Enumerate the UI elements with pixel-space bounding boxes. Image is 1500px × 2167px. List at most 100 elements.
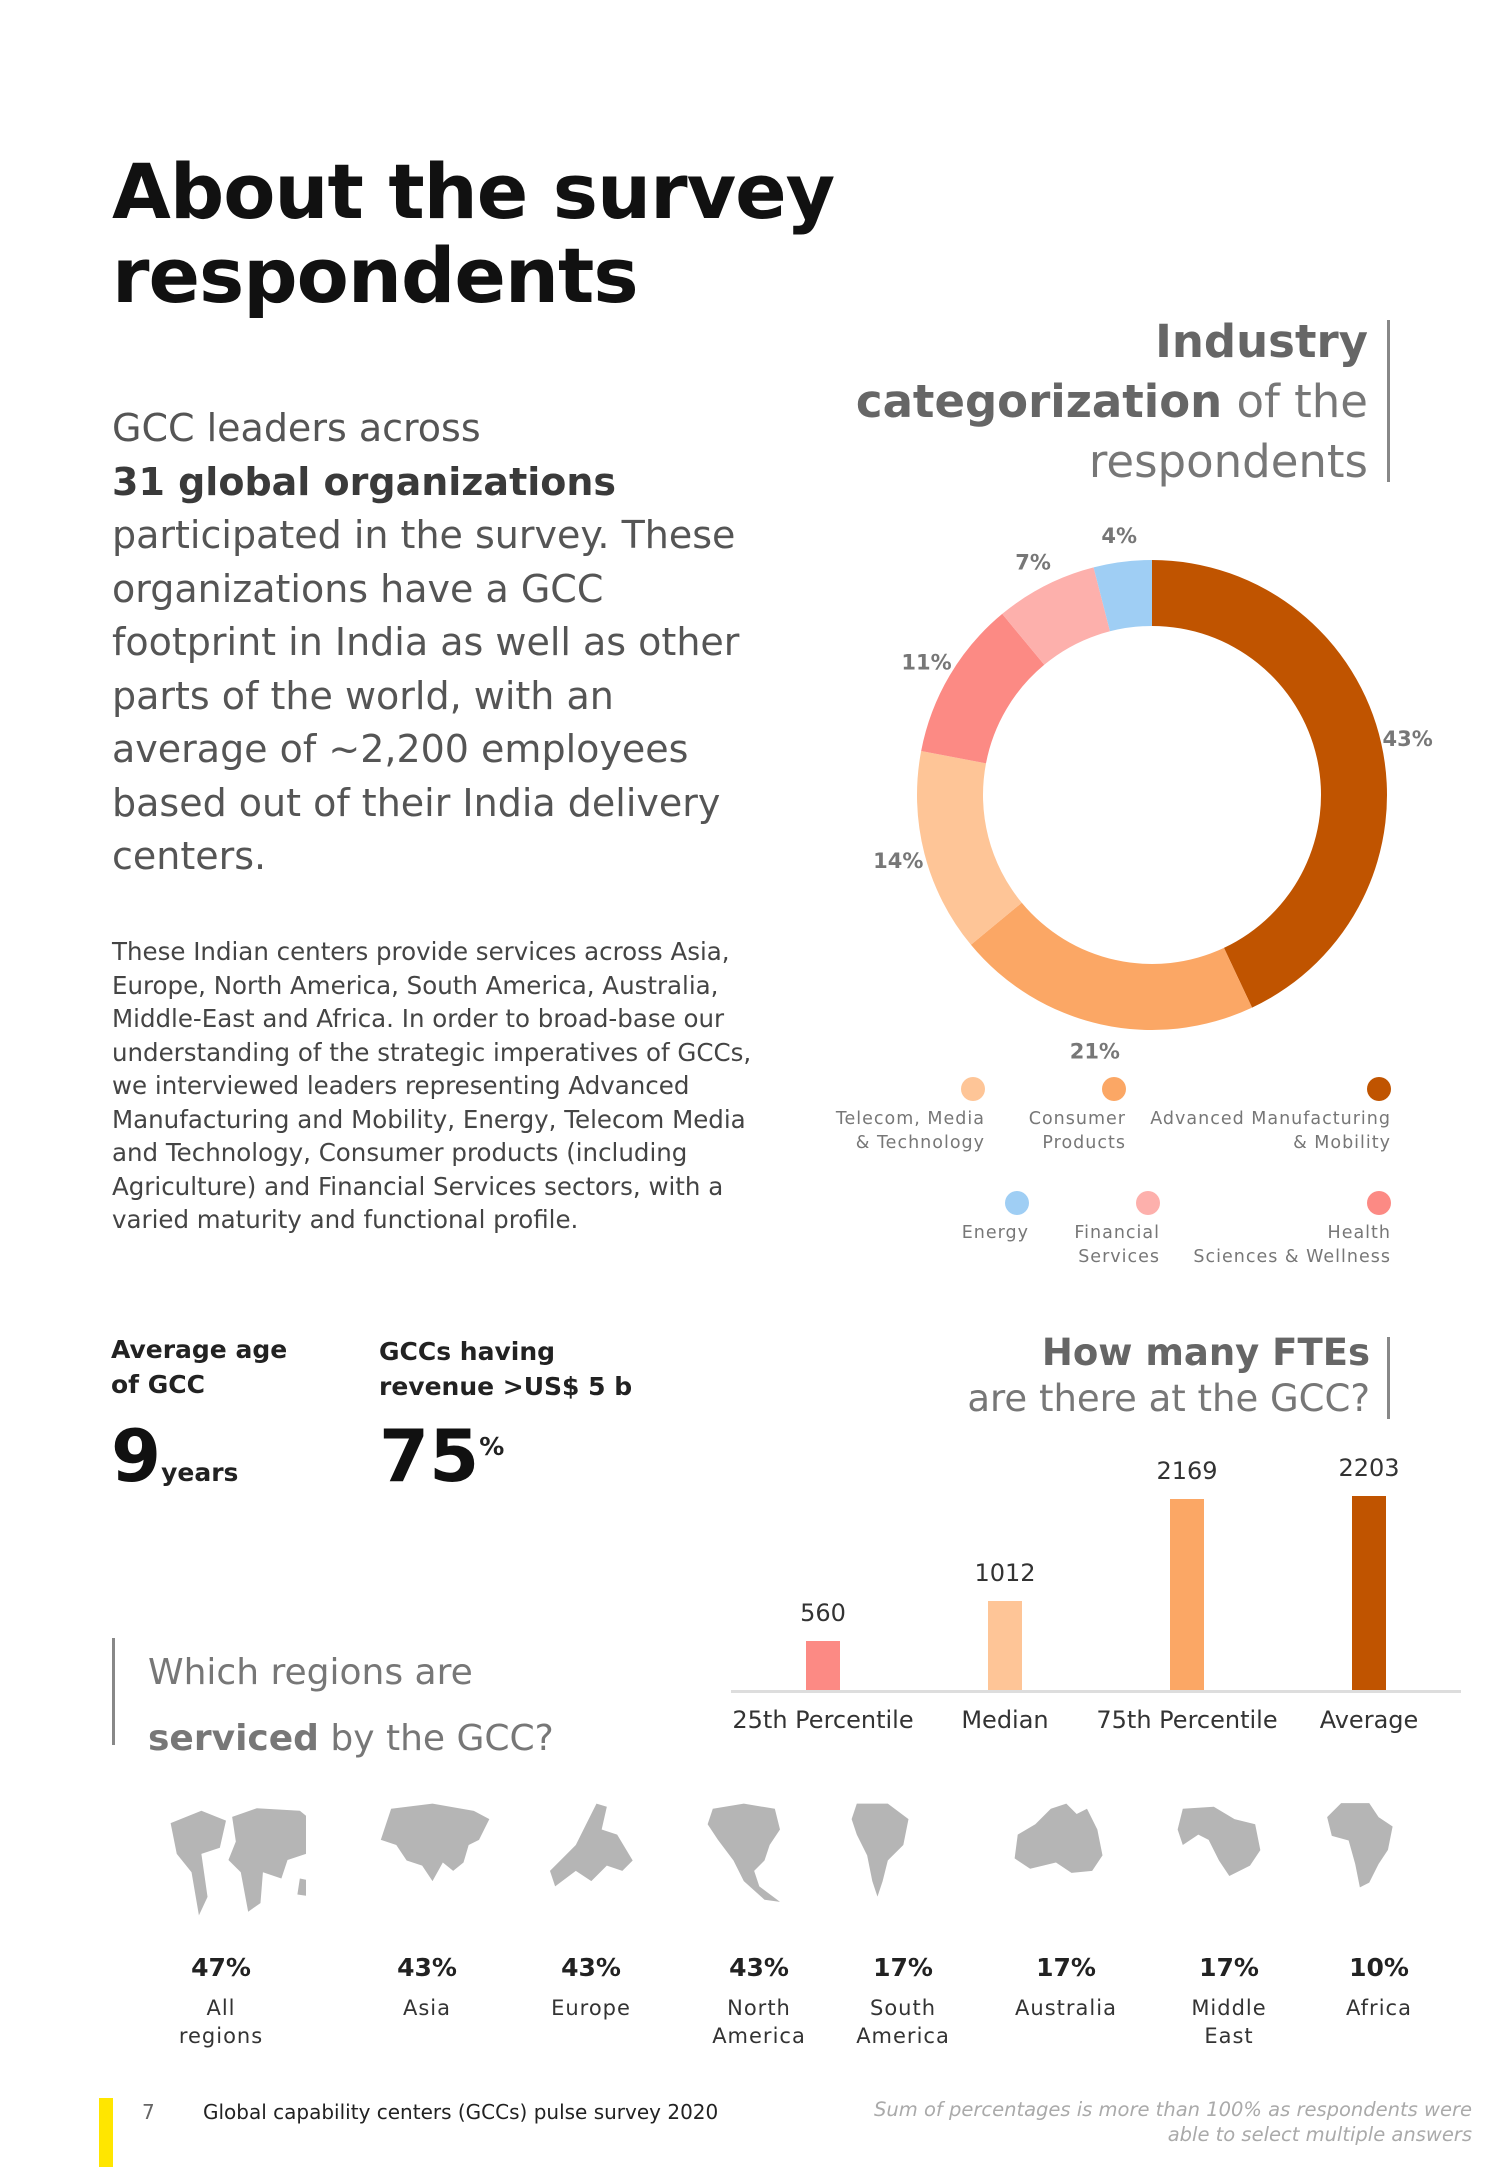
- legend-label-line: Products: [1042, 1133, 1126, 1153]
- region-item: 47% All regions: [146, 1795, 306, 2050]
- stat-label: of GCC: [111, 1370, 205, 1399]
- stat-unit: %: [479, 1432, 505, 1461]
- regions-heading: Which regions are serviced by the GCC?: [148, 1640, 554, 1772]
- intro-paragraph: GCC leaders across 31 global organizatio…: [112, 402, 752, 884]
- region-name: Middle East: [1154, 1994, 1304, 2050]
- body-paragraph: These Indian centers provide services ac…: [112, 937, 752, 1234]
- bar: [988, 1601, 1022, 1691]
- north-america-map-icon: [707, 1803, 780, 1902]
- bar-value-label: 1012: [974, 1559, 1036, 1588]
- stat-label: GCCs having: [379, 1337, 556, 1366]
- donut-slice-label: 7%: [1015, 551, 1051, 575]
- legend-label: Telecom, Media & Technology: [836, 1107, 985, 1155]
- average-age-stat: Average age of GCC 9years: [111, 1332, 287, 1492]
- heading-bold: How many FTEs: [1041, 1331, 1370, 1374]
- region-name-line: Australia: [1015, 1996, 1117, 2020]
- legend-dot: [1367, 1191, 1391, 1215]
- footnote-line: Sum of percentages is more than 100% as …: [874, 2098, 1472, 2121]
- title-line: respondents: [112, 231, 639, 320]
- region-percent: 17%: [873, 1953, 933, 1982]
- bar-category-label: 25th Percentile: [732, 1706, 914, 1734]
- region-item: 43% North America: [684, 1795, 834, 2050]
- industry-heading: Industry categorization of the responden…: [668, 312, 1368, 492]
- heading-text: are there at the GCC?: [967, 1377, 1370, 1420]
- heading-bold: categorization: [855, 375, 1223, 428]
- revenue-stat: GCCs having revenue >US$ 5 b 75%: [379, 1334, 632, 1492]
- legend-dot: [1102, 1077, 1126, 1101]
- stat-value: 9: [111, 1414, 162, 1498]
- donut-slice: [921, 613, 1045, 764]
- region-percent: 43%: [729, 1953, 789, 1982]
- region-percent: 17%: [1036, 1953, 1096, 1982]
- heading-divider: [1387, 320, 1390, 482]
- stat-label: Average age: [111, 1335, 288, 1364]
- region-name: All regions: [146, 1994, 296, 2050]
- donut-slice: [1152, 560, 1387, 1008]
- heading-bold: serviced: [148, 1718, 319, 1759]
- region-name: South America: [828, 1994, 978, 2050]
- region-name-line: America: [856, 2024, 950, 2048]
- heading-text: of the: [1222, 375, 1368, 428]
- region-percent: 43%: [397, 1953, 457, 1982]
- legend-dot: [1136, 1191, 1160, 1215]
- heading-divider: [112, 1638, 115, 1745]
- region-name: Africa: [1304, 1994, 1454, 2022]
- legend-label: Consumer Products: [1029, 1107, 1126, 1155]
- region-name-line: America: [712, 2024, 806, 2048]
- legend-label: Financial Services: [1074, 1221, 1160, 1269]
- legend-label-line: & Mobility: [1293, 1133, 1391, 1153]
- bar-value-label: 2203: [1338, 1454, 1400, 1482]
- bar: [1170, 1499, 1204, 1691]
- bar: [806, 1641, 840, 1691]
- region-name-line: South: [869, 1996, 937, 2020]
- legend-label-line: Sciences & Wellness: [1193, 1247, 1391, 1267]
- legend-dot: [961, 1077, 985, 1101]
- region-percent: 47%: [191, 1953, 251, 1982]
- stat-label: revenue >US$ 5 b: [379, 1372, 633, 1401]
- legend-label-line: Consumer: [1028, 1109, 1126, 1129]
- stat-unit: years: [161, 1458, 239, 1487]
- donut-slice-label: 43%: [1383, 727, 1433, 751]
- region-name-line: regions: [178, 2024, 264, 2048]
- donut-slice: [970, 902, 1253, 1030]
- bar-category-label: 75th Percentile: [1096, 1706, 1278, 1734]
- intro-text: participated in the survey. These organi…: [112, 513, 740, 878]
- region-name-line: North: [727, 1996, 791, 2020]
- fte-heading: How many FTEs are there at the GCC?: [770, 1330, 1370, 1422]
- legend-label-line: & Technology: [855, 1133, 985, 1153]
- region-name-line: Asia: [402, 1996, 451, 2020]
- region-name: North America: [684, 1994, 834, 2050]
- donut-slice-label: 14%: [873, 849, 923, 873]
- intro-text: GCC leaders across: [112, 406, 481, 450]
- legend-label: Energy: [962, 1221, 1029, 1245]
- region-percent: 43%: [561, 1953, 621, 1982]
- bar-value-label: 560: [800, 1599, 846, 1628]
- region-percent: 17%: [1199, 1953, 1259, 1982]
- africa-map-icon: [1327, 1803, 1393, 1888]
- region-name-line: All: [206, 1996, 236, 2020]
- world-map-icon: [170, 1808, 306, 1916]
- donut-slice-label: 21%: [1070, 1040, 1120, 1060]
- europe-map-icon: [549, 1803, 633, 1887]
- legend-label-line: Services: [1078, 1247, 1160, 1267]
- footnote: Sum of percentages is more than 100% as …: [874, 2097, 1472, 2147]
- middle-east-map-icon: [1177, 1806, 1261, 1876]
- bar: [1352, 1496, 1386, 1691]
- footer-title: Global capability centers (GCCs) pulse s…: [203, 2100, 719, 2124]
- industry-donut-chart: 43% 21% 14% 11% 7% 4%: [873, 524, 1433, 1060]
- legend-dot: [1005, 1191, 1029, 1215]
- region-item: 43% Europe: [516, 1795, 666, 2022]
- title-line: About the survey: [112, 147, 835, 236]
- legend-dot: [1367, 1077, 1391, 1101]
- south-america-map-icon: [851, 1803, 909, 1897]
- region-percent: 10%: [1349, 1953, 1409, 1982]
- donut-slice-label: 11%: [901, 651, 951, 675]
- bar-category-label: Average: [1319, 1706, 1419, 1734]
- heading-line: respondents: [1088, 435, 1368, 488]
- legend-label: Advanced Manufacturing & Mobility: [1150, 1107, 1391, 1155]
- legend-label-line: Telecom, Media: [835, 1109, 985, 1129]
- bar-category-label: Median: [961, 1706, 1049, 1734]
- legend-label-line: Advanced Manufacturing: [1150, 1109, 1391, 1129]
- legend-label-line: Financial: [1074, 1223, 1160, 1243]
- region-name-line: East: [1204, 2024, 1254, 2048]
